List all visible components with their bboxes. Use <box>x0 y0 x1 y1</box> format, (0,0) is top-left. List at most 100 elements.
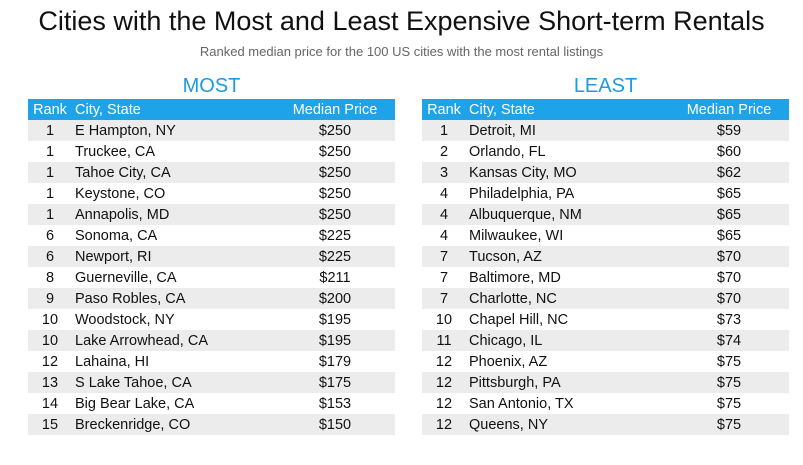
column-header: Rank <box>422 99 466 120</box>
table-cell: 15 <box>41 416 59 433</box>
title: Cities with the Most and Least Expensive… <box>38 6 765 36</box>
table-cell: 12 <box>435 353 453 370</box>
table-cell: 4 <box>439 227 449 244</box>
table-cell: Chicago, IL <box>469 332 543 349</box>
table-row: 14 Big Bear Lake, CA $153 <box>28 393 395 414</box>
column-header: Median Price <box>669 99 789 120</box>
table-cell: Philadelphia, PA <box>469 185 575 202</box>
table-cell: 1 <box>45 122 55 139</box>
table-cell: Phoenix, AZ <box>469 353 548 370</box>
table-cell: 14 <box>41 395 59 412</box>
subtitle: Ranked median price for the 100 US citie… <box>199 44 604 59</box>
table-cell: $70 <box>716 290 742 307</box>
table-head: Rank City, State Median Price <box>422 99 789 120</box>
table-cell: Lake Arrowhead, CA <box>75 332 208 349</box>
table-row: 10 Lake Arrowhead, CA $195 <box>28 330 395 351</box>
table-row: 7 Baltimore, MD $70 <box>422 267 789 288</box>
table-cell: Tucson, AZ <box>469 248 542 265</box>
table-cell: 7 <box>439 269 449 286</box>
table-cell: 9 <box>45 290 55 307</box>
table-cell: Baltimore, MD <box>469 269 561 286</box>
table-cell: 12 <box>435 395 453 412</box>
table-cell: Orlando, FL <box>469 143 546 160</box>
table-cell: 10 <box>41 311 59 328</box>
table-row: 10 Woodstock, NY $195 <box>28 309 395 330</box>
table-cell: $250 <box>318 206 352 223</box>
table-cell: 1 <box>45 206 55 223</box>
table-cell: $65 <box>716 206 742 223</box>
table-cell: Chapel Hill, NC <box>469 311 569 328</box>
table-cell: Keystone, CO <box>75 185 166 202</box>
table-cell: Lahaina, HI <box>75 353 150 370</box>
table-cell: $225 <box>318 227 352 244</box>
table-cell: $250 <box>318 143 352 160</box>
table-cell: Kansas City, MO <box>469 164 577 181</box>
table-body: 1 E Hampton, NY $250 1 Truckee, CA $250 1 Tahoe… <box>28 120 395 435</box>
table-row: 3 Kansas City, MO $62 <box>422 162 789 183</box>
table-cell: Newport, RI <box>75 248 152 265</box>
table-cell: 12 <box>435 374 453 391</box>
table-cell: 6 <box>45 227 55 244</box>
table-cell: $200 <box>318 290 352 307</box>
table-cell: 4 <box>439 206 449 223</box>
table-cell: $195 <box>318 311 352 328</box>
table-row: 1 Keystone, CO $250 <box>28 183 395 204</box>
table-cell: Paso Robles, CA <box>75 290 186 307</box>
table-cell: 12 <box>41 353 59 370</box>
table-cell: Guerneville, CA <box>75 269 177 286</box>
table-row: 8 Guerneville, CA $211 <box>28 267 395 288</box>
table-cell: Milwaukee, WI <box>469 227 564 244</box>
table-head: Rank City, State Median Price <box>28 99 395 120</box>
table-cell: $75 <box>716 374 742 391</box>
table-cell: $195 <box>318 332 352 349</box>
column-header: City, State <box>466 99 669 120</box>
table-row: 4 Milwaukee, WI $65 <box>422 225 789 246</box>
table-cell: 1 <box>439 122 449 139</box>
table-cell: 10 <box>41 332 59 349</box>
table-cell: $74 <box>716 332 742 349</box>
column-header: Median Price <box>275 99 395 120</box>
table-block: MOST Rank City, State Median Price 1 E Hampto… <box>28 74 395 435</box>
table-row: 10 Chapel Hill, NC $73 <box>422 309 789 330</box>
table-cell: 1 <box>45 164 55 181</box>
table-cell: $153 <box>318 395 352 412</box>
column-header: City, State <box>72 99 275 120</box>
table-row: 12 San Antonio, TX $75 <box>422 393 789 414</box>
table-row: 12 Phoenix, AZ $75 <box>422 351 789 372</box>
table-cell: $225 <box>318 248 352 265</box>
table-cell: $250 <box>318 185 352 202</box>
table-row: 11 Chicago, IL $74 <box>422 330 789 351</box>
table-cell: 10 <box>435 311 453 328</box>
table-cell: S Lake Tahoe, CA <box>75 374 192 391</box>
table-cell: Queens, NY <box>469 416 548 433</box>
table-cell: $65 <box>716 227 742 244</box>
header-row: Rank City, State Median Price <box>28 99 395 120</box>
table-cell: $75 <box>716 416 742 433</box>
table-cell: 8 <box>45 269 55 286</box>
table-cell: $70 <box>716 269 742 286</box>
table-cell: 2 <box>439 143 449 160</box>
table-cell: Breckenridge, CO <box>75 416 191 433</box>
table-cell: Big Bear Lake, CA <box>75 395 195 412</box>
table-cell: $250 <box>318 122 352 139</box>
table: Rank City, State Median Price 1 E Hampton, N… <box>28 99 395 435</box>
table-row: 1 Detroit, MI $59 <box>422 120 789 141</box>
table-row: 15 Breckenridge, CO $150 <box>28 414 395 435</box>
table-cell: Woodstock, NY <box>75 311 175 328</box>
table-cell: $65 <box>716 185 742 202</box>
table-cell: Charlotte, NC <box>469 290 557 307</box>
table-cell: $60 <box>716 143 742 160</box>
table-row: 2 Orlando, FL $60 <box>422 141 789 162</box>
table-row: 1 Annapolis, MD $250 <box>28 204 395 225</box>
table-cell: 11 <box>436 332 452 349</box>
table-cell: Albuquerque, NM <box>469 206 582 223</box>
table-cell: $73 <box>716 311 742 328</box>
table-title: LEAST <box>573 75 638 97</box>
table-cell: San Antonio, TX <box>469 395 574 412</box>
table-row: 6 Newport, RI $225 <box>28 246 395 267</box>
table-cell: $62 <box>716 164 742 181</box>
table-row: 13 S Lake Tahoe, CA $175 <box>28 372 395 393</box>
table-cell: 1 <box>45 185 55 202</box>
table-row: 1 Tahoe City, CA $250 <box>28 162 395 183</box>
